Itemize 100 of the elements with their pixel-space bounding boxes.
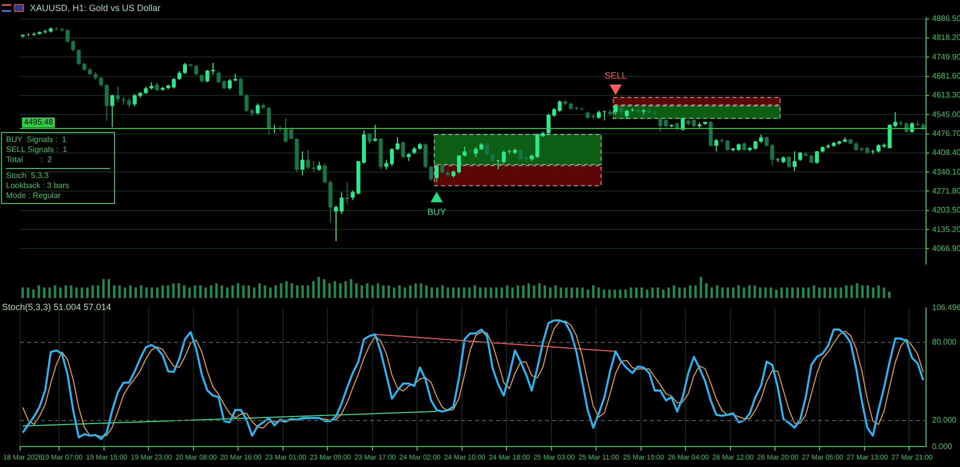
bar xyxy=(570,288,573,298)
y-tick-label: 80.000 xyxy=(932,338,958,347)
bar xyxy=(290,283,294,298)
bar xyxy=(662,290,664,298)
bar xyxy=(129,285,132,298)
bar xyxy=(366,283,368,298)
bar xyxy=(112,285,116,298)
bar xyxy=(748,285,751,298)
bar xyxy=(43,288,46,298)
bar xyxy=(506,285,508,298)
bar xyxy=(404,288,406,298)
series-label: SELL xyxy=(604,70,627,80)
annotation: BUY Signals : 1 xyxy=(6,135,68,145)
bar xyxy=(877,285,880,298)
bar xyxy=(220,285,224,298)
bar xyxy=(791,288,794,298)
bar xyxy=(667,288,670,298)
annotation: Stoch 5,3,3 xyxy=(6,168,110,181)
bar xyxy=(688,285,692,298)
bar xyxy=(624,290,627,298)
bar xyxy=(296,285,298,298)
bar xyxy=(150,288,154,298)
bar xyxy=(140,285,142,298)
bar xyxy=(172,283,175,298)
bar xyxy=(754,285,756,298)
bar xyxy=(80,288,84,298)
bar xyxy=(21,288,24,298)
bar xyxy=(96,285,100,298)
bar xyxy=(522,285,524,298)
bar xyxy=(618,290,622,298)
bar xyxy=(866,285,869,298)
bar xyxy=(161,285,164,298)
bar xyxy=(796,288,800,298)
bar xyxy=(248,285,250,298)
bar xyxy=(705,283,708,298)
bar xyxy=(710,288,713,298)
bar xyxy=(516,285,520,298)
bar xyxy=(285,281,288,298)
bar xyxy=(108,279,110,298)
bar xyxy=(204,288,207,298)
bar xyxy=(388,285,390,298)
bar xyxy=(430,288,433,298)
y-tick-label: 20.000 xyxy=(932,416,958,425)
bar xyxy=(495,288,498,298)
annotation: Lookback : 3 bars xyxy=(6,181,70,191)
bar xyxy=(178,283,180,298)
bar xyxy=(59,288,62,298)
bar xyxy=(199,285,202,298)
bar xyxy=(840,288,842,298)
bar xyxy=(182,285,186,298)
bar xyxy=(614,290,616,298)
bar xyxy=(269,288,272,298)
bar xyxy=(134,288,137,298)
bar xyxy=(812,285,816,298)
bar xyxy=(630,288,632,298)
bar xyxy=(824,288,826,298)
bar xyxy=(425,285,428,298)
bar xyxy=(474,285,476,298)
bar xyxy=(872,288,874,298)
bar xyxy=(156,288,158,298)
bar xyxy=(700,277,702,298)
bar xyxy=(252,288,256,298)
bar xyxy=(721,288,724,298)
bar xyxy=(597,288,600,298)
bar xyxy=(586,290,590,298)
bar xyxy=(91,285,94,298)
bar xyxy=(334,281,336,298)
bar xyxy=(274,285,277,298)
bar xyxy=(462,288,466,298)
bar xyxy=(888,292,891,298)
bar xyxy=(484,288,487,298)
bar xyxy=(646,290,648,298)
bar xyxy=(758,288,762,298)
bar xyxy=(339,283,342,298)
bar xyxy=(737,285,740,298)
bar xyxy=(532,285,536,298)
bar xyxy=(318,277,320,298)
bar xyxy=(565,288,568,298)
bar xyxy=(726,288,730,298)
bar xyxy=(194,285,196,298)
bar xyxy=(554,285,557,298)
bar xyxy=(322,279,326,298)
bar xyxy=(414,283,417,298)
bar xyxy=(210,285,212,298)
series-label: BUY xyxy=(427,207,446,218)
y-tick-label: 0.000 xyxy=(932,442,953,451)
bar xyxy=(732,288,734,298)
bar xyxy=(527,283,530,298)
candlestick xyxy=(345,182,350,205)
bar xyxy=(770,288,772,298)
bar xyxy=(656,288,660,298)
bar xyxy=(48,288,51,298)
bar xyxy=(608,290,611,298)
bar xyxy=(226,288,228,298)
bar xyxy=(446,288,450,298)
bar xyxy=(312,281,315,298)
bar xyxy=(436,288,438,298)
chart-title: Stoch(5,3,3) 51.004 57.014 xyxy=(2,302,112,312)
bar xyxy=(775,290,778,298)
bar xyxy=(376,283,380,298)
